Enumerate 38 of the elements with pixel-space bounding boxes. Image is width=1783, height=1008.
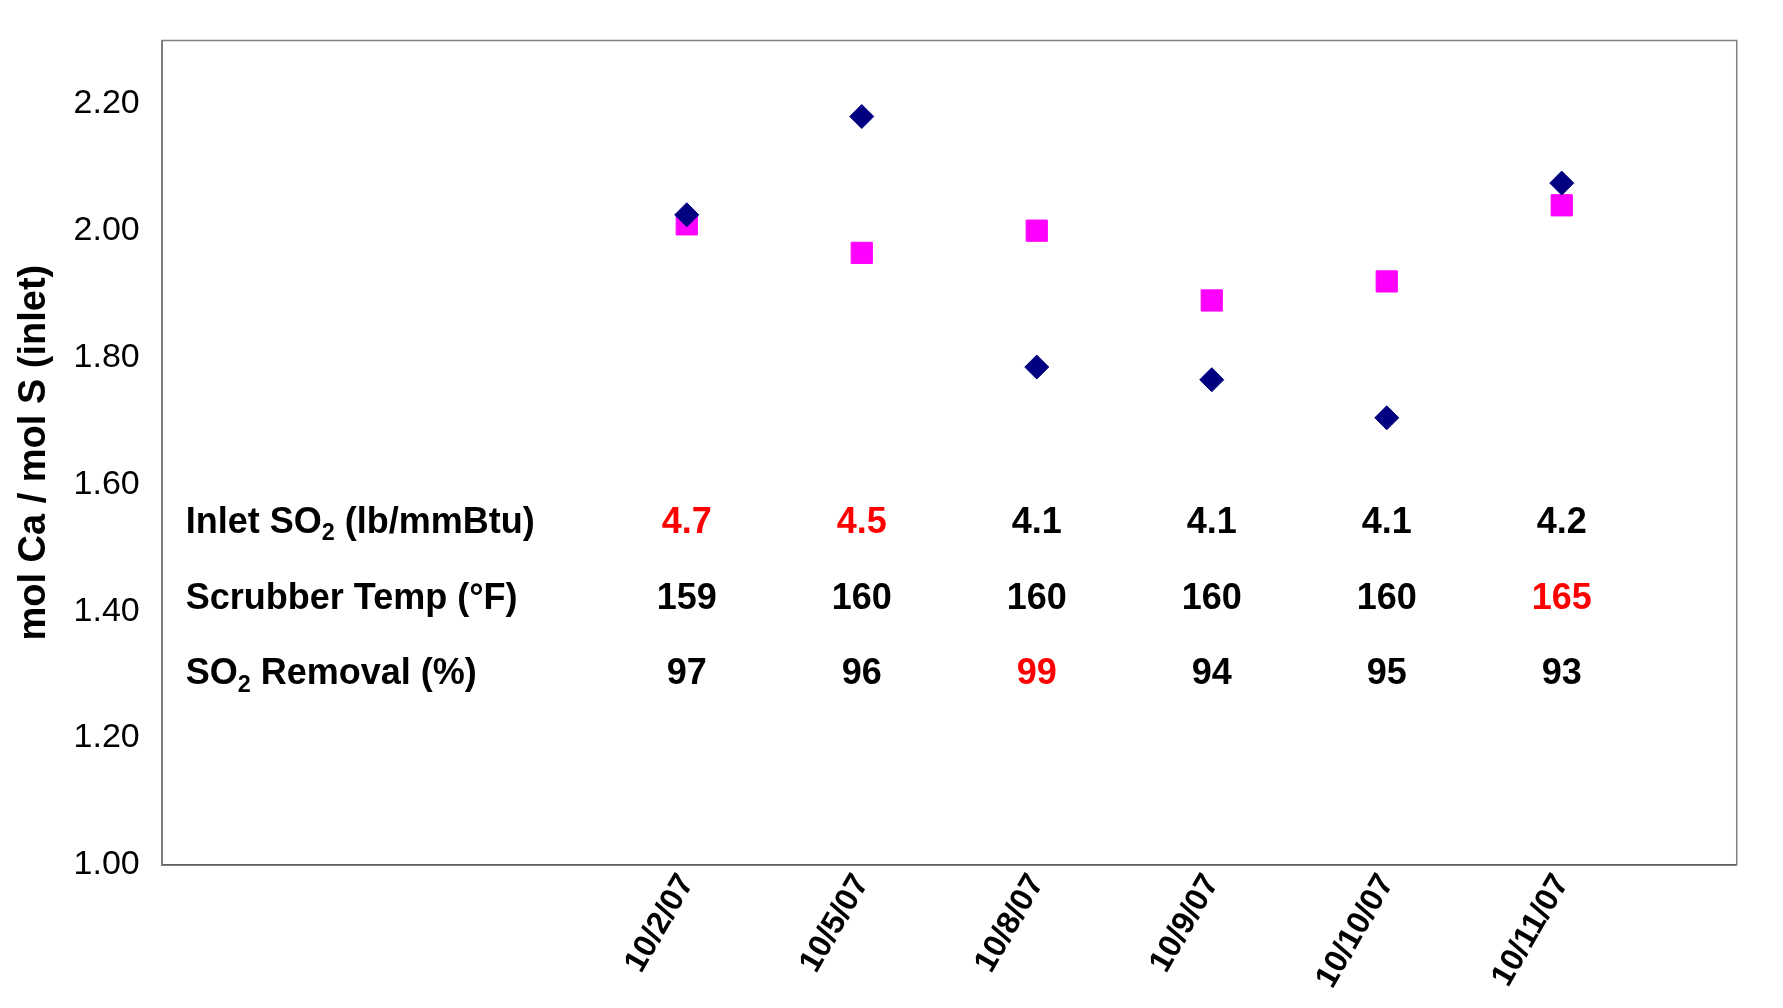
point	[1374, 405, 1400, 431]
annotation: 160	[1181, 575, 1242, 617]
y-tick-label: 1.00	[73, 843, 140, 882]
annotation: 160	[1006, 575, 1067, 617]
annotation: 4.2	[1536, 499, 1587, 541]
point	[1550, 194, 1573, 217]
annotation: 4.1	[1011, 499, 1062, 541]
annotation: 93	[1541, 651, 1582, 693]
annotation: 160	[1356, 575, 1417, 617]
annotation: 160	[831, 575, 892, 617]
y-tick-label: 1.60	[73, 462, 140, 501]
annotation: 165	[1531, 575, 1592, 617]
point	[1024, 354, 1050, 380]
y-tick-label: 1.80	[73, 335, 140, 374]
annotation: 96	[841, 651, 882, 693]
point	[849, 104, 875, 130]
point	[1200, 289, 1223, 312]
point	[1199, 367, 1225, 393]
point	[1375, 270, 1398, 293]
annotation: 4.5	[836, 499, 887, 541]
annotation: 159	[656, 575, 717, 617]
annotation: 4.1	[1186, 499, 1237, 541]
y-axis-title: mol Ca / mol S (inlet)	[11, 264, 54, 641]
annotation: 97	[666, 651, 707, 693]
annotation: Scrubber Temp (°F)	[185, 575, 518, 617]
y-tick-label: 2.00	[73, 209, 140, 248]
point	[1549, 170, 1575, 196]
point	[1025, 219, 1048, 242]
y-tick-label: 1.40	[73, 589, 140, 628]
annotation: 4.1	[1361, 499, 1412, 541]
point	[850, 241, 873, 264]
annotation: 95	[1366, 651, 1407, 693]
point	[674, 202, 700, 228]
annotation: 94	[1191, 651, 1232, 693]
annotation: 99	[1016, 651, 1057, 693]
annotation: 4.7	[661, 499, 712, 541]
y-tick-label: 2.20	[73, 82, 140, 121]
y-tick-label: 1.20	[73, 716, 140, 755]
